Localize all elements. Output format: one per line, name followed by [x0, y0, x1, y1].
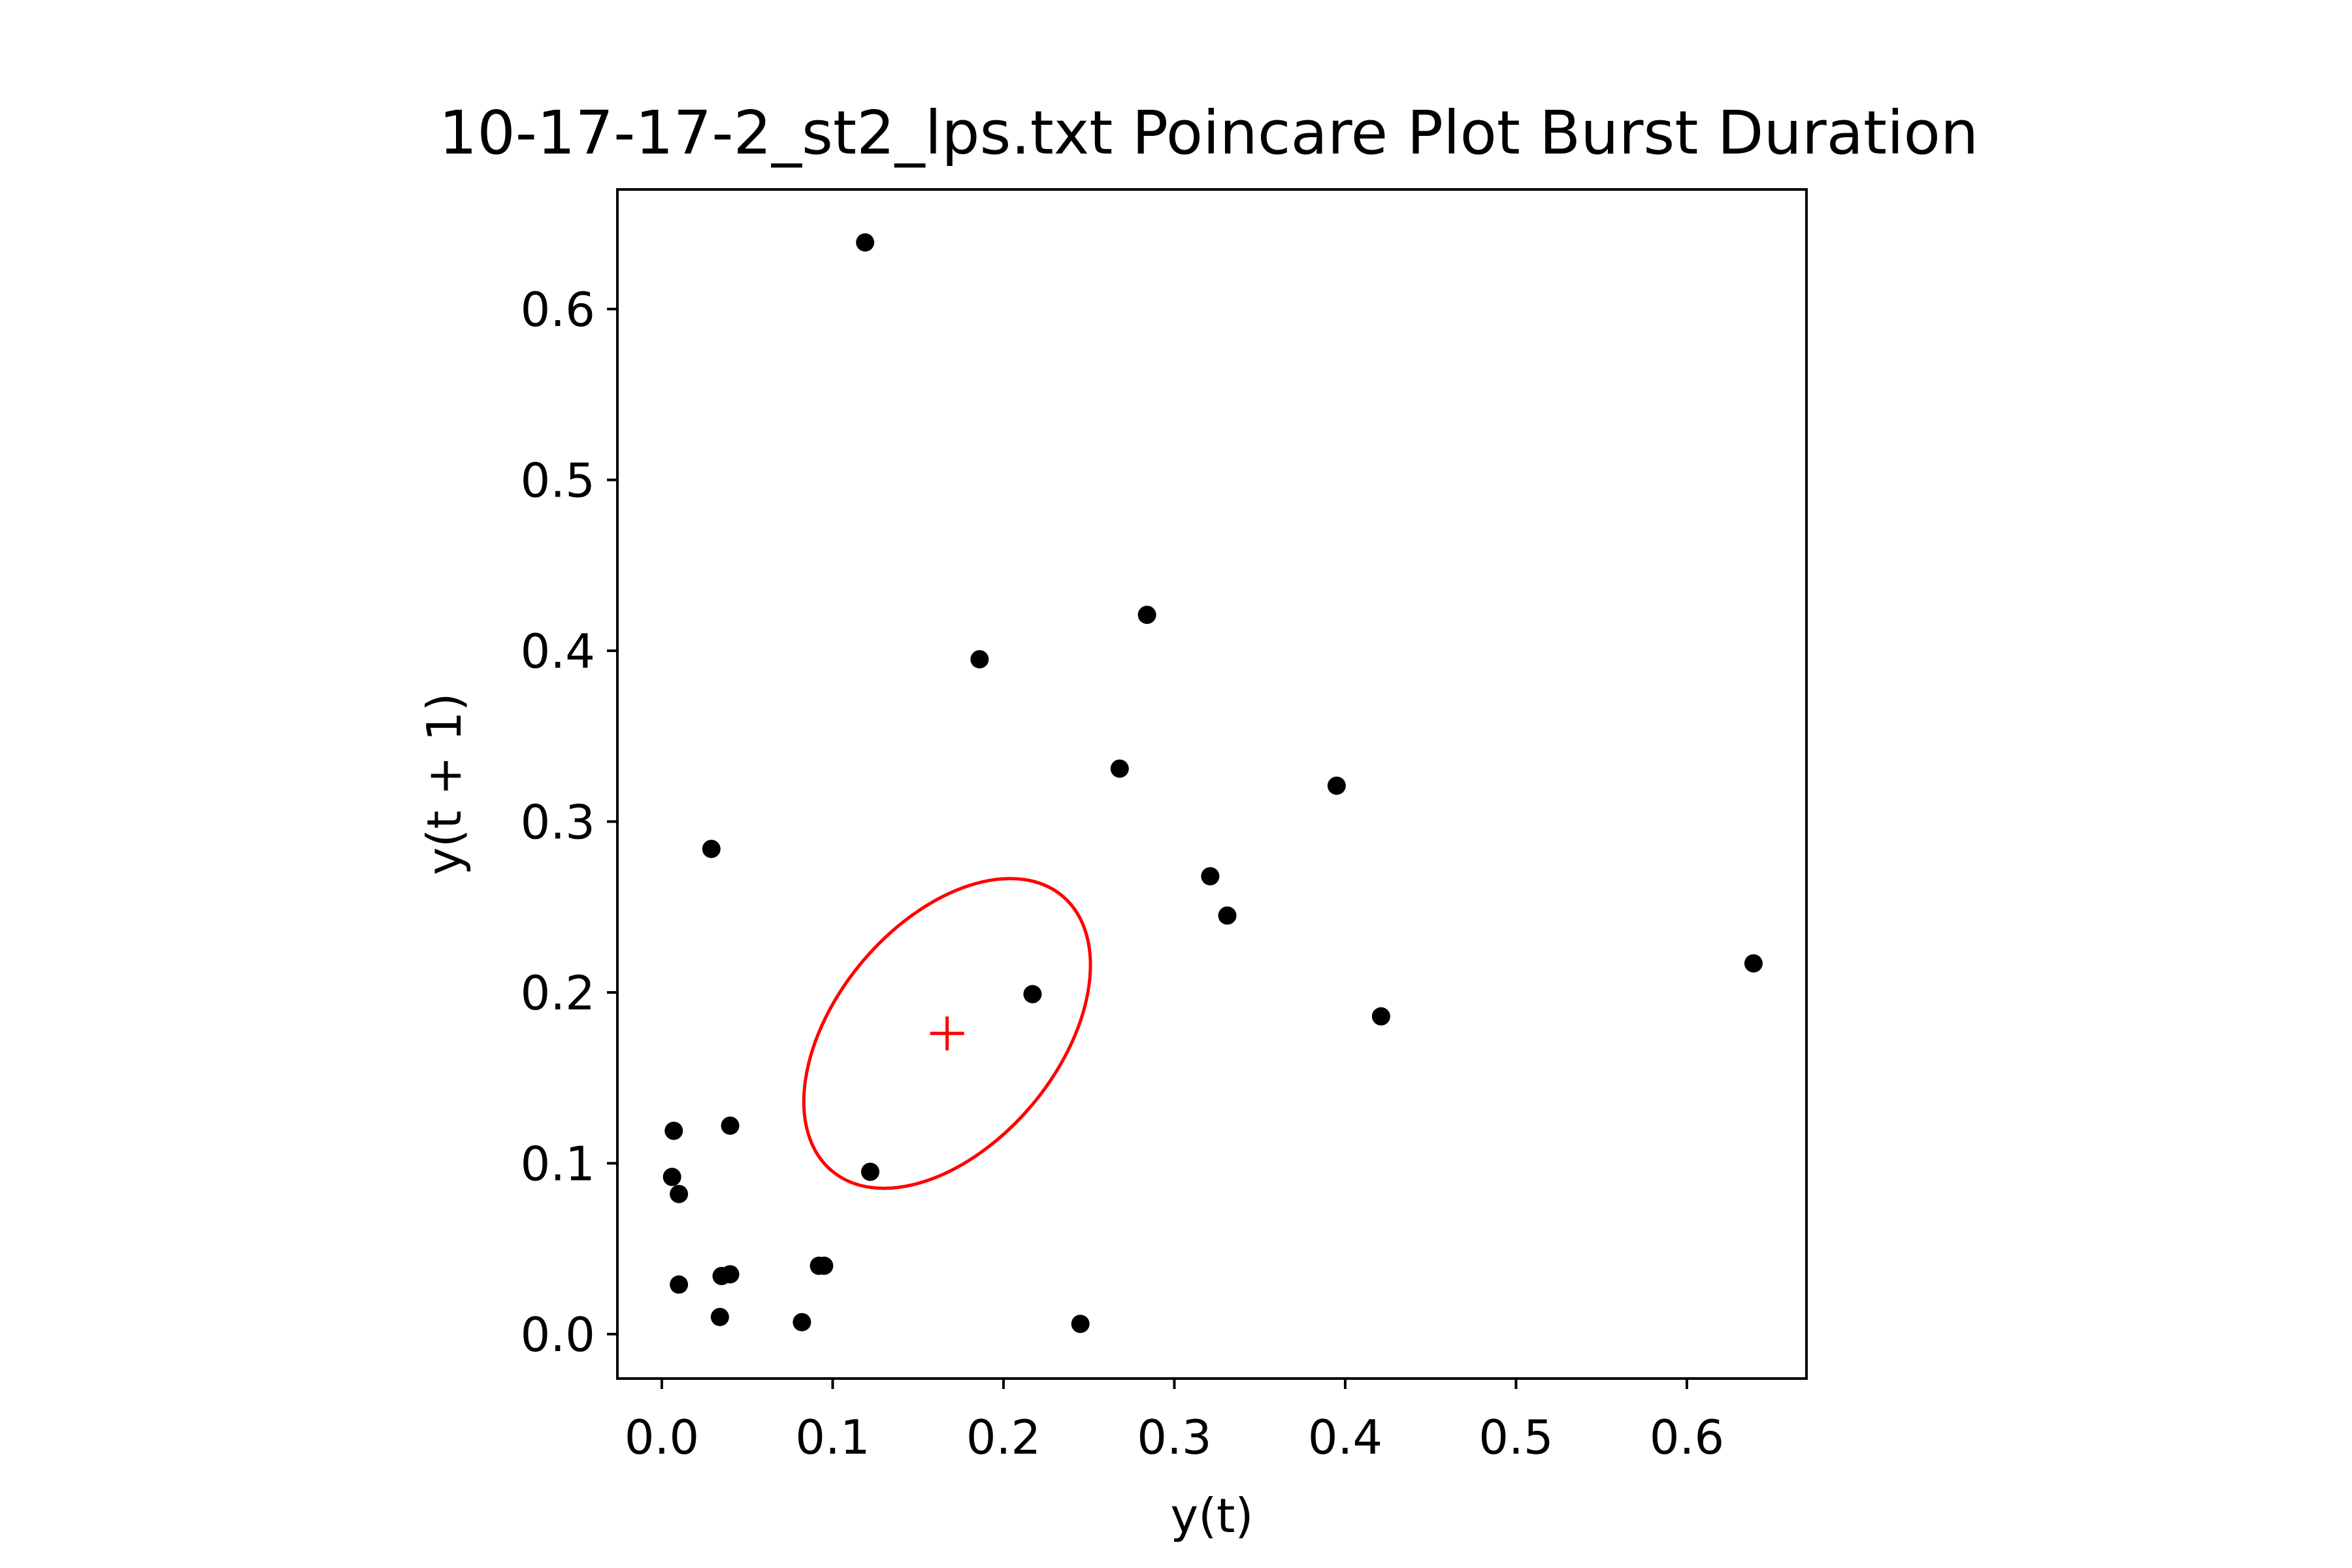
y-tick-label: 0.6	[520, 282, 595, 337]
data-point	[861, 1162, 880, 1181]
data-point	[1023, 985, 1042, 1004]
data-point	[1137, 606, 1156, 625]
x-tick-label: 0.1	[795, 1410, 870, 1465]
y-axis-ticks: 0.0 0.1 0.2 0.3 0.4 0.5 0.6	[520, 282, 617, 1362]
overlay-layer	[802, 877, 1092, 1190]
data-point	[721, 1265, 740, 1284]
data-point	[970, 650, 989, 669]
data-point	[662, 1168, 681, 1186]
x-axis-label: y(t)	[1170, 1488, 1253, 1543]
data-point	[702, 840, 721, 858]
data-point	[1218, 906, 1237, 925]
data-point	[1110, 759, 1129, 778]
x-axis-ticks: 0.0 0.1 0.2 0.3 0.4 0.5 0.6	[625, 1379, 1724, 1465]
data-point	[792, 1313, 811, 1331]
x-tick-label: 0.5	[1478, 1410, 1554, 1465]
data-point	[1371, 1007, 1390, 1026]
y-tick-label: 0.3	[520, 795, 595, 850]
y-tick-label: 0.5	[520, 453, 595, 508]
x-tick-label: 0.2	[966, 1410, 1041, 1465]
data-point	[721, 1116, 740, 1135]
confidence-ellipse	[802, 877, 1092, 1190]
data-point	[856, 233, 875, 252]
chart-title: 10-17-17-2_st2_lps.txt Poincare Plot Bur…	[439, 98, 1979, 168]
y-axis-label: y(t + 1)	[417, 693, 472, 875]
centroid-marker	[930, 1016, 964, 1051]
data-point	[710, 1307, 729, 1326]
data-point	[670, 1184, 689, 1203]
y-tick-label: 0.0	[520, 1307, 595, 1362]
data-point	[1327, 776, 1346, 795]
y-tick-label: 0.4	[520, 624, 595, 679]
data-point	[1201, 867, 1220, 886]
y-tick-label: 0.2	[520, 966, 595, 1021]
data-point	[670, 1275, 689, 1294]
plot-frame	[616, 188, 1808, 1380]
data-point	[815, 1256, 834, 1275]
data-point	[1744, 954, 1763, 973]
x-tick-label: 0.4	[1308, 1410, 1383, 1465]
data-point	[1071, 1315, 1090, 1333]
data-points	[662, 233, 1763, 1333]
y-tick-label: 0.1	[520, 1137, 595, 1192]
x-tick-label: 0.3	[1137, 1410, 1212, 1465]
x-tick-label: 0.0	[625, 1410, 700, 1465]
x-tick-label: 0.6	[1650, 1410, 1725, 1465]
data-point	[664, 1121, 683, 1140]
